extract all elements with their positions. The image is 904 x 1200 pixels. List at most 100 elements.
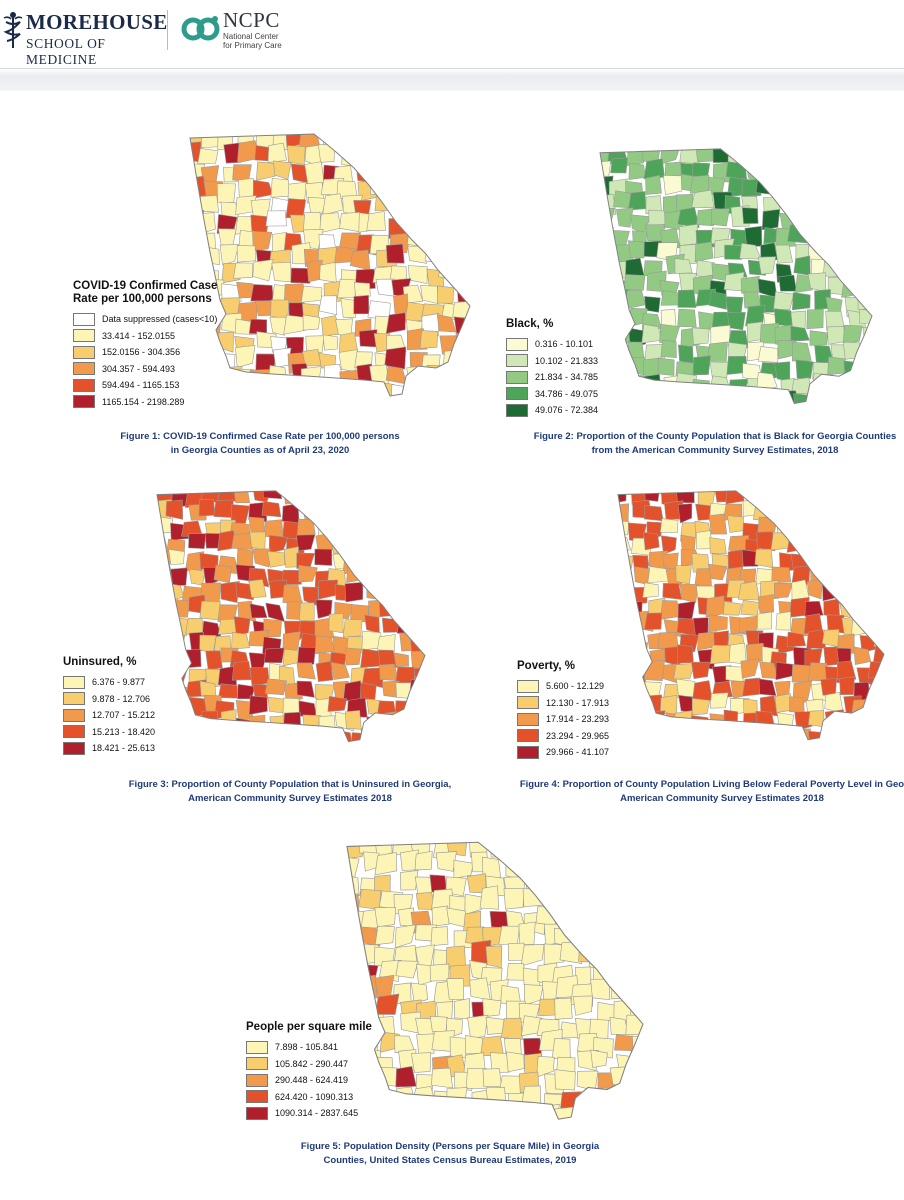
county-polygon — [489, 1052, 510, 1073]
county-polygon — [237, 728, 255, 742]
county-polygon — [425, 161, 446, 184]
county-polygon — [813, 409, 831, 417]
legend-item: 33.414 - 152.0155 — [73, 328, 223, 345]
figure-4-map — [617, 490, 892, 753]
county-polygon — [843, 214, 863, 231]
county-polygon — [680, 534, 696, 552]
county-polygon — [267, 142, 288, 163]
county-polygon — [282, 569, 303, 585]
county-polygon — [421, 233, 441, 254]
county-polygon — [705, 595, 725, 618]
county-polygon — [236, 548, 254, 568]
county-polygon — [480, 1108, 500, 1120]
county-polygon — [870, 567, 884, 589]
county-polygon — [793, 728, 811, 740]
county-polygon — [409, 741, 425, 742]
county-polygon — [572, 854, 594, 877]
county-polygon — [396, 1110, 419, 1120]
county-polygon — [543, 943, 565, 966]
county-polygon — [409, 198, 428, 219]
county-polygon — [318, 579, 338, 600]
county-polygon — [675, 678, 696, 697]
legend-label: 5.600 - 12.129 — [546, 681, 605, 692]
county-polygon — [456, 281, 470, 303]
county-polygon — [190, 194, 202, 213]
county-polygon — [820, 677, 838, 696]
legend-swatch — [63, 708, 85, 722]
county-polygon — [318, 295, 338, 316]
county-polygon — [578, 943, 600, 963]
county-polygon — [424, 244, 446, 264]
county-polygon — [297, 646, 316, 665]
county-polygon — [673, 710, 693, 731]
county-polygon — [777, 162, 797, 183]
county-polygon — [887, 632, 892, 648]
ncpc-logo-icon[interactable] — [181, 12, 221, 46]
county-polygon — [439, 401, 458, 410]
county-polygon — [743, 748, 760, 753]
county-polygon — [645, 175, 662, 195]
legend-swatch — [246, 1073, 268, 1087]
county-polygon — [618, 634, 632, 651]
county-polygon — [364, 614, 380, 634]
county-polygon — [232, 382, 254, 396]
figure-2-map — [599, 148, 878, 417]
figure-3-caption: Figure 3: Proportion of County Populatio… — [90, 778, 490, 806]
legend-title: People per square mile — [246, 1021, 372, 1033]
county-polygon — [382, 746, 398, 755]
legend-label: 33.414 - 152.0155 — [102, 330, 176, 341]
county-polygon — [344, 581, 364, 603]
county-polygon — [679, 148, 700, 165]
county-polygon — [377, 521, 397, 542]
county-polygon — [886, 660, 892, 678]
county-polygon — [393, 1086, 416, 1107]
county-polygon — [394, 700, 416, 717]
state-outline — [617, 490, 885, 741]
figure-4-caption: Figure 4: Proportion of County Populatio… — [512, 778, 904, 806]
legend-swatch — [73, 312, 95, 326]
county-polygon — [421, 313, 440, 337]
county-polygon — [887, 677, 892, 694]
county-polygon — [789, 490, 806, 508]
county-polygon — [644, 296, 661, 313]
county-polygon — [268, 382, 289, 396]
county-polygon — [709, 537, 727, 554]
legend-swatch — [63, 741, 85, 755]
county-polygon — [213, 564, 232, 584]
county-polygon — [600, 274, 619, 293]
county-polygon — [855, 730, 875, 740]
legend-swatch — [246, 1090, 268, 1104]
county-polygon — [265, 210, 287, 227]
county-polygon — [657, 632, 679, 650]
county-polygon — [539, 877, 561, 898]
county-polygon — [235, 345, 256, 368]
county-polygon — [409, 679, 425, 699]
county-polygon — [371, 159, 393, 181]
county-polygon — [758, 256, 777, 275]
county-polygon — [836, 660, 857, 681]
legend-item: 9.878 - 12.706 — [63, 691, 213, 708]
county-polygon — [826, 160, 847, 182]
figure-3-legend: Uninsured, % 6.376 - 9.877 9.878 - 12.706 1… — [63, 656, 213, 757]
county-polygon — [611, 941, 635, 962]
county-polygon — [840, 730, 862, 740]
county-polygon — [485, 1086, 507, 1106]
county-polygon — [874, 175, 878, 193]
county-polygon — [836, 647, 852, 664]
county-polygon — [842, 324, 863, 345]
county-polygon — [708, 390, 727, 404]
county-polygon — [609, 924, 628, 946]
county-polygon — [394, 924, 416, 949]
county-polygon — [446, 978, 464, 1000]
county-polygon — [743, 148, 762, 163]
county-polygon — [808, 163, 826, 181]
county-polygon — [409, 561, 425, 585]
county-polygon — [439, 144, 460, 165]
county-polygon — [872, 501, 884, 517]
county-polygon — [618, 519, 630, 537]
county-polygon — [398, 751, 416, 755]
county-polygon — [287, 181, 308, 202]
morehouse-logo[interactable]: MOREHOUSE SCHOOL OF MEDICINE — [0, 6, 167, 67]
county-polygon — [282, 711, 301, 730]
county-polygon — [267, 550, 286, 568]
